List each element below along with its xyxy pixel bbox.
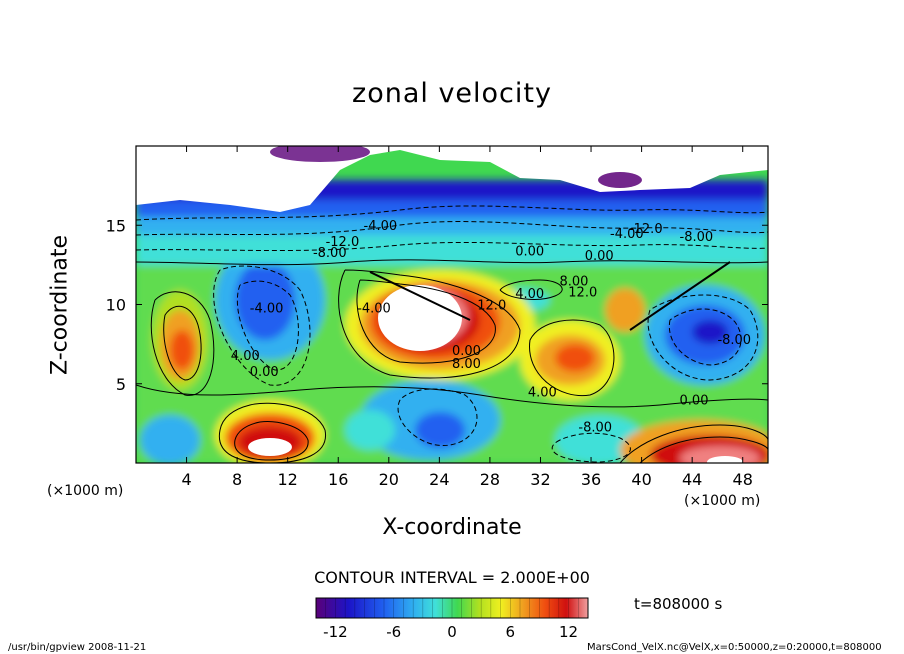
x-axis-unit: (×1000 m) [684,493,761,509]
colorbar-tick-label: 6 [506,623,516,641]
colorbar-tick-label: -12 [323,623,348,641]
contour-label: 4.00 [231,349,260,364]
colorbar-tick-label: -6 [386,623,401,641]
x-tick-label: 12 [278,470,298,489]
x-tick-label: 4 [181,470,191,489]
contour-label: 8.00 [452,357,481,372]
x-tick-label: 48 [733,470,753,489]
contour-label: -8.00 [578,420,612,435]
contour-label: -4.00 [364,219,398,234]
contour-label: 4.00 [528,385,557,400]
y-axis-label: Z-coordinate [47,235,73,375]
x-axis-label: X-coordinate [382,515,522,540]
x-tick-label: 24 [429,470,449,489]
x-tick-label: 8 [232,470,242,489]
contour-interval-label: CONTOUR INTERVAL = 2.000E+00 [314,568,590,587]
contour-label: 8.00 [559,274,588,289]
x-tick-label: 16 [328,470,348,489]
contour-label: 12.0 [477,298,506,313]
y-axis-unit: (×1000 m) [47,483,124,499]
contour-label: -4.00 [610,227,644,242]
colorbar-tick-label: 12 [559,623,578,641]
contour-label: -4.00 [357,301,391,316]
contour-label: -8.00 [680,230,714,245]
x-tick-label: 40 [631,470,651,489]
x-tick-label: 36 [581,470,601,489]
y-tick-label: 15 [106,216,126,235]
x-tick-label: 28 [480,470,500,489]
contour-label: -12.0 [326,235,360,250]
contour-label: 0.00 [452,344,481,359]
footer-right: MarsCond_VelX.nc@VelX,x=0:50000,z=0:2000… [587,642,882,653]
contour-label: 0.00 [585,249,614,264]
contour-label: 12.0 [568,286,597,301]
x-tick-label: 20 [379,470,399,489]
y-tick-label: 10 [106,296,126,315]
colorbar-tick-label: 0 [447,623,457,641]
contour-label: -8.00 [313,246,347,261]
x-tick-label: 44 [682,470,702,489]
contour-label: -12.0 [629,222,663,237]
velocity-field [136,146,768,463]
contour-label: 0.00 [250,365,279,380]
contour-label: -4.00 [250,301,284,316]
footer-left: /usr/bin/gpview 2008-11-21 [8,642,147,653]
contour-label: -8.00 [717,333,751,348]
contour-label: 0.00 [680,393,709,408]
chart-title: zonal velocity [352,78,552,109]
contour-label: 0.00 [515,244,544,259]
time-label: t=808000 s [634,595,723,613]
contour-label: 4.00 [515,287,544,302]
y-tick-label: 5 [116,375,126,394]
x-tick-label: 32 [530,470,550,489]
